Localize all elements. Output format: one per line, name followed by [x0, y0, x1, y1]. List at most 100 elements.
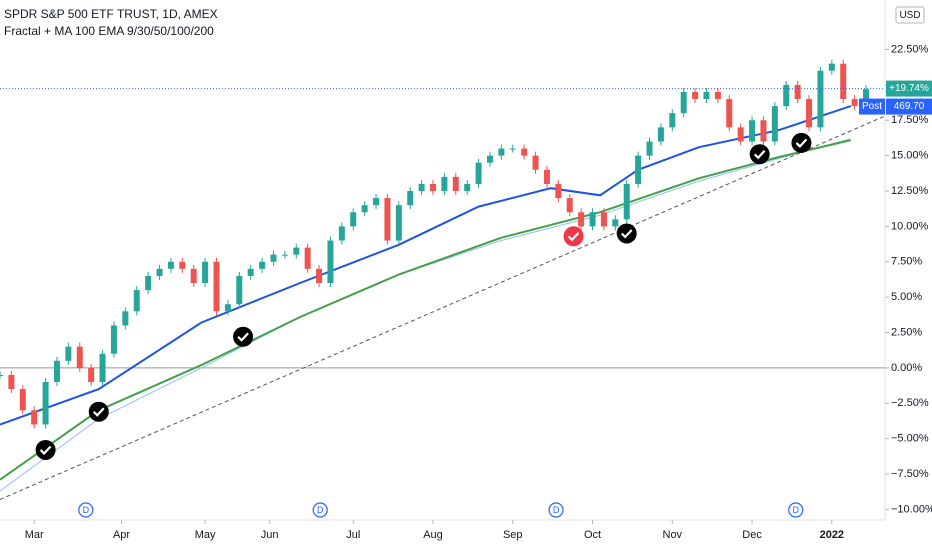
candle-body: [840, 63, 847, 100]
plot: [0, 59, 886, 500]
candle-body: [806, 99, 813, 128]
dividend-marker[interactable]: [548, 502, 564, 518]
candle-body: [771, 106, 778, 142]
candle-body: [680, 91, 687, 114]
candle-body: [863, 89, 870, 107]
last-value-box: [886, 80, 932, 97]
candle-body: [726, 99, 733, 128]
candle-body: [407, 191, 414, 206]
candle-body: [338, 226, 345, 241]
candle-body: [521, 148, 528, 156]
candle-body: [794, 84, 801, 100]
candle-body: [247, 268, 254, 276]
candle-body: [361, 205, 368, 213]
y-tick-label: −5.00%: [891, 433, 929, 445]
candle-body: [224, 304, 231, 312]
candle-body: [646, 141, 653, 156]
currency-box[interactable]: [895, 6, 925, 24]
candle-body: [589, 212, 596, 227]
candle-body: [395, 205, 402, 241]
candle-body: [475, 162, 482, 184]
candle-body: [703, 91, 710, 100]
post-price: 469.70: [894, 101, 925, 112]
candle-body: [76, 346, 83, 368]
x-tick-label: Jun: [261, 529, 279, 541]
dividend-marker[interactable]: [788, 502, 804, 518]
signal-marker: [749, 144, 770, 165]
candle-body: [635, 155, 642, 184]
candle-body: [600, 212, 607, 227]
last-value-label: +19.74%: [889, 83, 929, 94]
signal-check: [795, 138, 808, 148]
candle-body: [350, 212, 357, 227]
x-tick-label: 2022: [820, 529, 844, 541]
candle-body: [8, 374, 15, 390]
candle-body: [65, 346, 72, 361]
candle-body: [783, 84, 790, 107]
x-tick-label: Apr: [113, 529, 130, 541]
candle-body: [270, 254, 277, 262]
x-tick-label: Sep: [503, 529, 523, 541]
x-tick-label: Nov: [663, 529, 683, 541]
x-tick-label: Mar: [25, 529, 44, 541]
x-tick-label: May: [195, 529, 216, 541]
candle-body: [418, 183, 425, 192]
candle-body: [202, 261, 209, 283]
candle-body: [179, 261, 186, 269]
y-tick-label: −7.50%: [891, 468, 929, 480]
candle-body: [555, 183, 562, 199]
signal-check: [92, 407, 105, 417]
y-tick-label: 17.50%: [891, 114, 929, 126]
candle-body: [612, 219, 619, 227]
candle-body: [657, 127, 664, 142]
x-tick-label: Oct: [584, 529, 601, 541]
dividend-marker[interactable]: [78, 502, 94, 518]
signal-check: [237, 332, 249, 342]
candle-body: [714, 91, 721, 100]
chart-subtitle: Fractal + MA 100 EMA 9/30/50/100/200: [4, 24, 214, 38]
candle-body: [316, 268, 323, 283]
dividend-label: D: [792, 505, 799, 515]
y-tick-label: 7.50%: [891, 256, 922, 268]
candle-body: [543, 169, 550, 184]
dividend-label: D: [317, 505, 324, 515]
post-price-box: [886, 98, 932, 115]
candle-body: [110, 325, 117, 354]
candle-body: [623, 183, 630, 220]
signal-marker: [233, 326, 254, 347]
candle-body: [737, 127, 744, 142]
candle-body: [441, 176, 448, 192]
signal-marker: [88, 401, 109, 422]
currency[interactable]: USD: [899, 10, 920, 21]
candle-body: [669, 113, 676, 128]
candle-body: [566, 198, 573, 213]
candle-body: [0, 374, 3, 376]
y-tick-label: −10.00%: [891, 503, 932, 515]
signal-marker: [35, 439, 56, 460]
y-tick-label: −2.50%: [891, 397, 929, 409]
candle-body: [31, 410, 38, 425]
ma-line: [0, 105, 852, 426]
ma-line: [0, 138, 851, 492]
candle-body: [213, 261, 220, 312]
candle-body: [133, 290, 140, 312]
y-tick-label: 22.50%: [891, 43, 929, 55]
candle-body: [122, 311, 129, 326]
candle-body: [236, 275, 243, 305]
dividend-marker[interactable]: [312, 502, 328, 518]
candle-body: [304, 247, 311, 269]
candle-body: [692, 91, 699, 100]
signal-check: [567, 232, 580, 242]
candle-body: [19, 389, 26, 411]
candle-body: [749, 120, 756, 142]
candle-body: [851, 99, 858, 107]
signal-check: [39, 445, 52, 456]
candle-body: [373, 198, 380, 206]
x-tick-label: Jul: [346, 529, 360, 541]
signal-marker: [563, 226, 584, 247]
candle-body: [452, 176, 459, 192]
candle-body: [578, 212, 585, 227]
candle-body: [828, 63, 835, 71]
